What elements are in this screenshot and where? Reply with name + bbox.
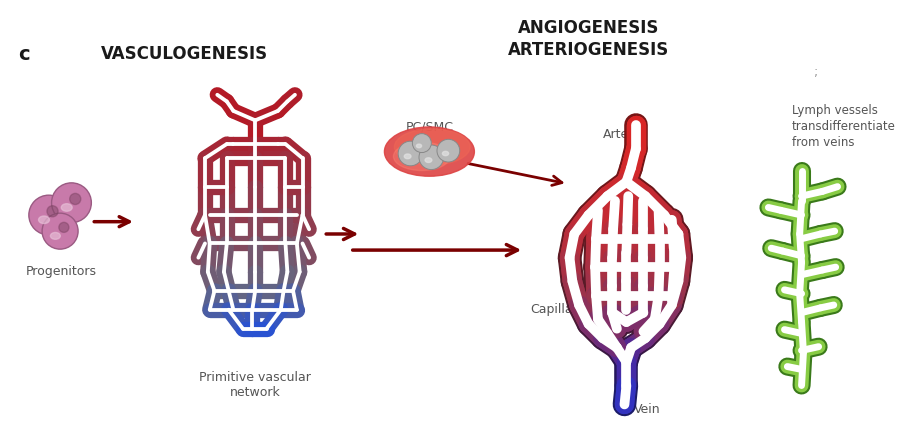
Ellipse shape bbox=[393, 142, 450, 171]
Ellipse shape bbox=[61, 204, 73, 211]
Text: VASCULOGENESIS: VASCULOGENESIS bbox=[101, 44, 268, 63]
Text: ANGIOGENESIS
ARTERIOGENESIS: ANGIOGENESIS ARTERIOGENESIS bbox=[508, 19, 669, 58]
Text: ;: ; bbox=[814, 67, 818, 79]
Circle shape bbox=[70, 194, 81, 204]
Text: Capillary: Capillary bbox=[529, 303, 585, 316]
Ellipse shape bbox=[425, 158, 432, 162]
Ellipse shape bbox=[384, 127, 474, 176]
Circle shape bbox=[419, 145, 444, 170]
Circle shape bbox=[42, 213, 78, 249]
Circle shape bbox=[412, 133, 431, 152]
Text: Primitive vascular
network: Primitive vascular network bbox=[199, 371, 311, 399]
Text: PC/SMC: PC/SMC bbox=[405, 121, 453, 133]
Ellipse shape bbox=[442, 151, 449, 156]
Text: Progenitors: Progenitors bbox=[25, 265, 96, 278]
Circle shape bbox=[399, 141, 423, 166]
Text: Vein: Vein bbox=[634, 403, 661, 416]
Ellipse shape bbox=[38, 216, 49, 224]
Ellipse shape bbox=[394, 129, 470, 165]
Circle shape bbox=[59, 222, 69, 232]
Text: Lymph vessels
transdifferentiate
from veins: Lymph vessels transdifferentiate from ve… bbox=[792, 104, 896, 149]
Circle shape bbox=[29, 195, 69, 235]
Text: Artery: Artery bbox=[603, 128, 641, 141]
Circle shape bbox=[52, 183, 92, 222]
Ellipse shape bbox=[417, 144, 421, 148]
Ellipse shape bbox=[404, 154, 411, 159]
Circle shape bbox=[437, 139, 459, 162]
Circle shape bbox=[47, 206, 58, 217]
Ellipse shape bbox=[51, 232, 60, 239]
Text: c: c bbox=[18, 44, 30, 64]
